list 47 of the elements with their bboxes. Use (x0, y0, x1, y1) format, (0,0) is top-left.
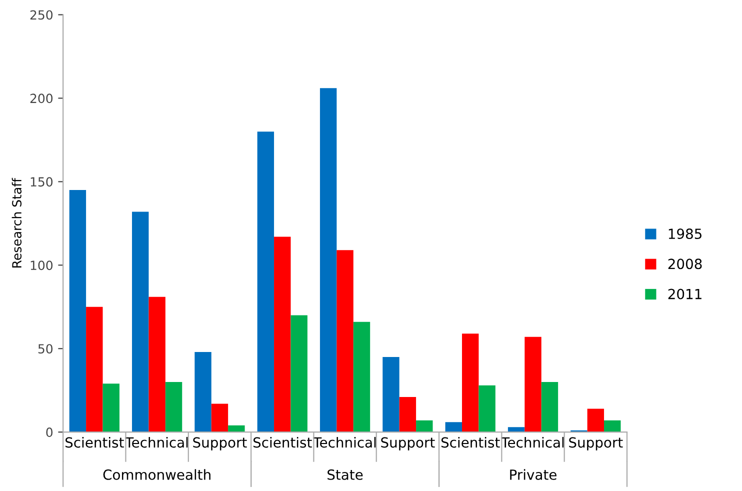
x-tick-label: Support (193, 437, 247, 450)
y-tick-label: 200 (30, 94, 53, 104)
bar (336, 250, 354, 432)
bar (462, 334, 479, 432)
bar (211, 404, 228, 432)
bar (604, 420, 621, 432)
bar (228, 425, 245, 432)
bar (148, 296, 166, 432)
x-tick-label: Support (569, 437, 623, 450)
bar (541, 382, 558, 432)
x-tick-label: Technical (501, 436, 564, 448)
x-tick-label: Scientist (65, 436, 124, 448)
bar (416, 420, 433, 432)
bar (194, 352, 212, 432)
y-tick-label: 250 (30, 10, 53, 20)
x-tick-label: Scientist (441, 436, 500, 448)
y-tick-label: 150 (30, 177, 53, 187)
bar (290, 315, 308, 432)
text: Commonwealth (103, 469, 210, 480)
y-tick-label: 50 (38, 344, 53, 354)
legend-label: 1985 (668, 228, 702, 240)
bar (524, 336, 542, 432)
bar (132, 212, 149, 432)
x-tick-label: Technical (313, 436, 376, 448)
bar (165, 382, 182, 432)
y-tick-label: 100 (30, 260, 53, 270)
x-tick-label: Technical (125, 436, 188, 448)
y-axis-title: Research Staff (12, 178, 22, 268)
bar (257, 132, 274, 432)
bar (69, 190, 86, 432)
bar (274, 236, 291, 432)
bar (353, 322, 370, 432)
legend-label: 2008 (668, 258, 702, 270)
bar (587, 408, 604, 432)
bar (86, 306, 103, 432)
x-tick-label: Support (381, 437, 435, 450)
bar (399, 397, 416, 432)
legend-label: 2011 (668, 288, 702, 300)
y-tick-label: 0 (46, 428, 53, 438)
bar (382, 356, 400, 432)
text: State (328, 469, 363, 480)
bar (320, 88, 337, 432)
text: Private (510, 469, 556, 480)
bar (445, 422, 462, 432)
x-tick-label: Scientist (253, 436, 312, 448)
bar (102, 384, 120, 432)
bar (478, 385, 496, 432)
